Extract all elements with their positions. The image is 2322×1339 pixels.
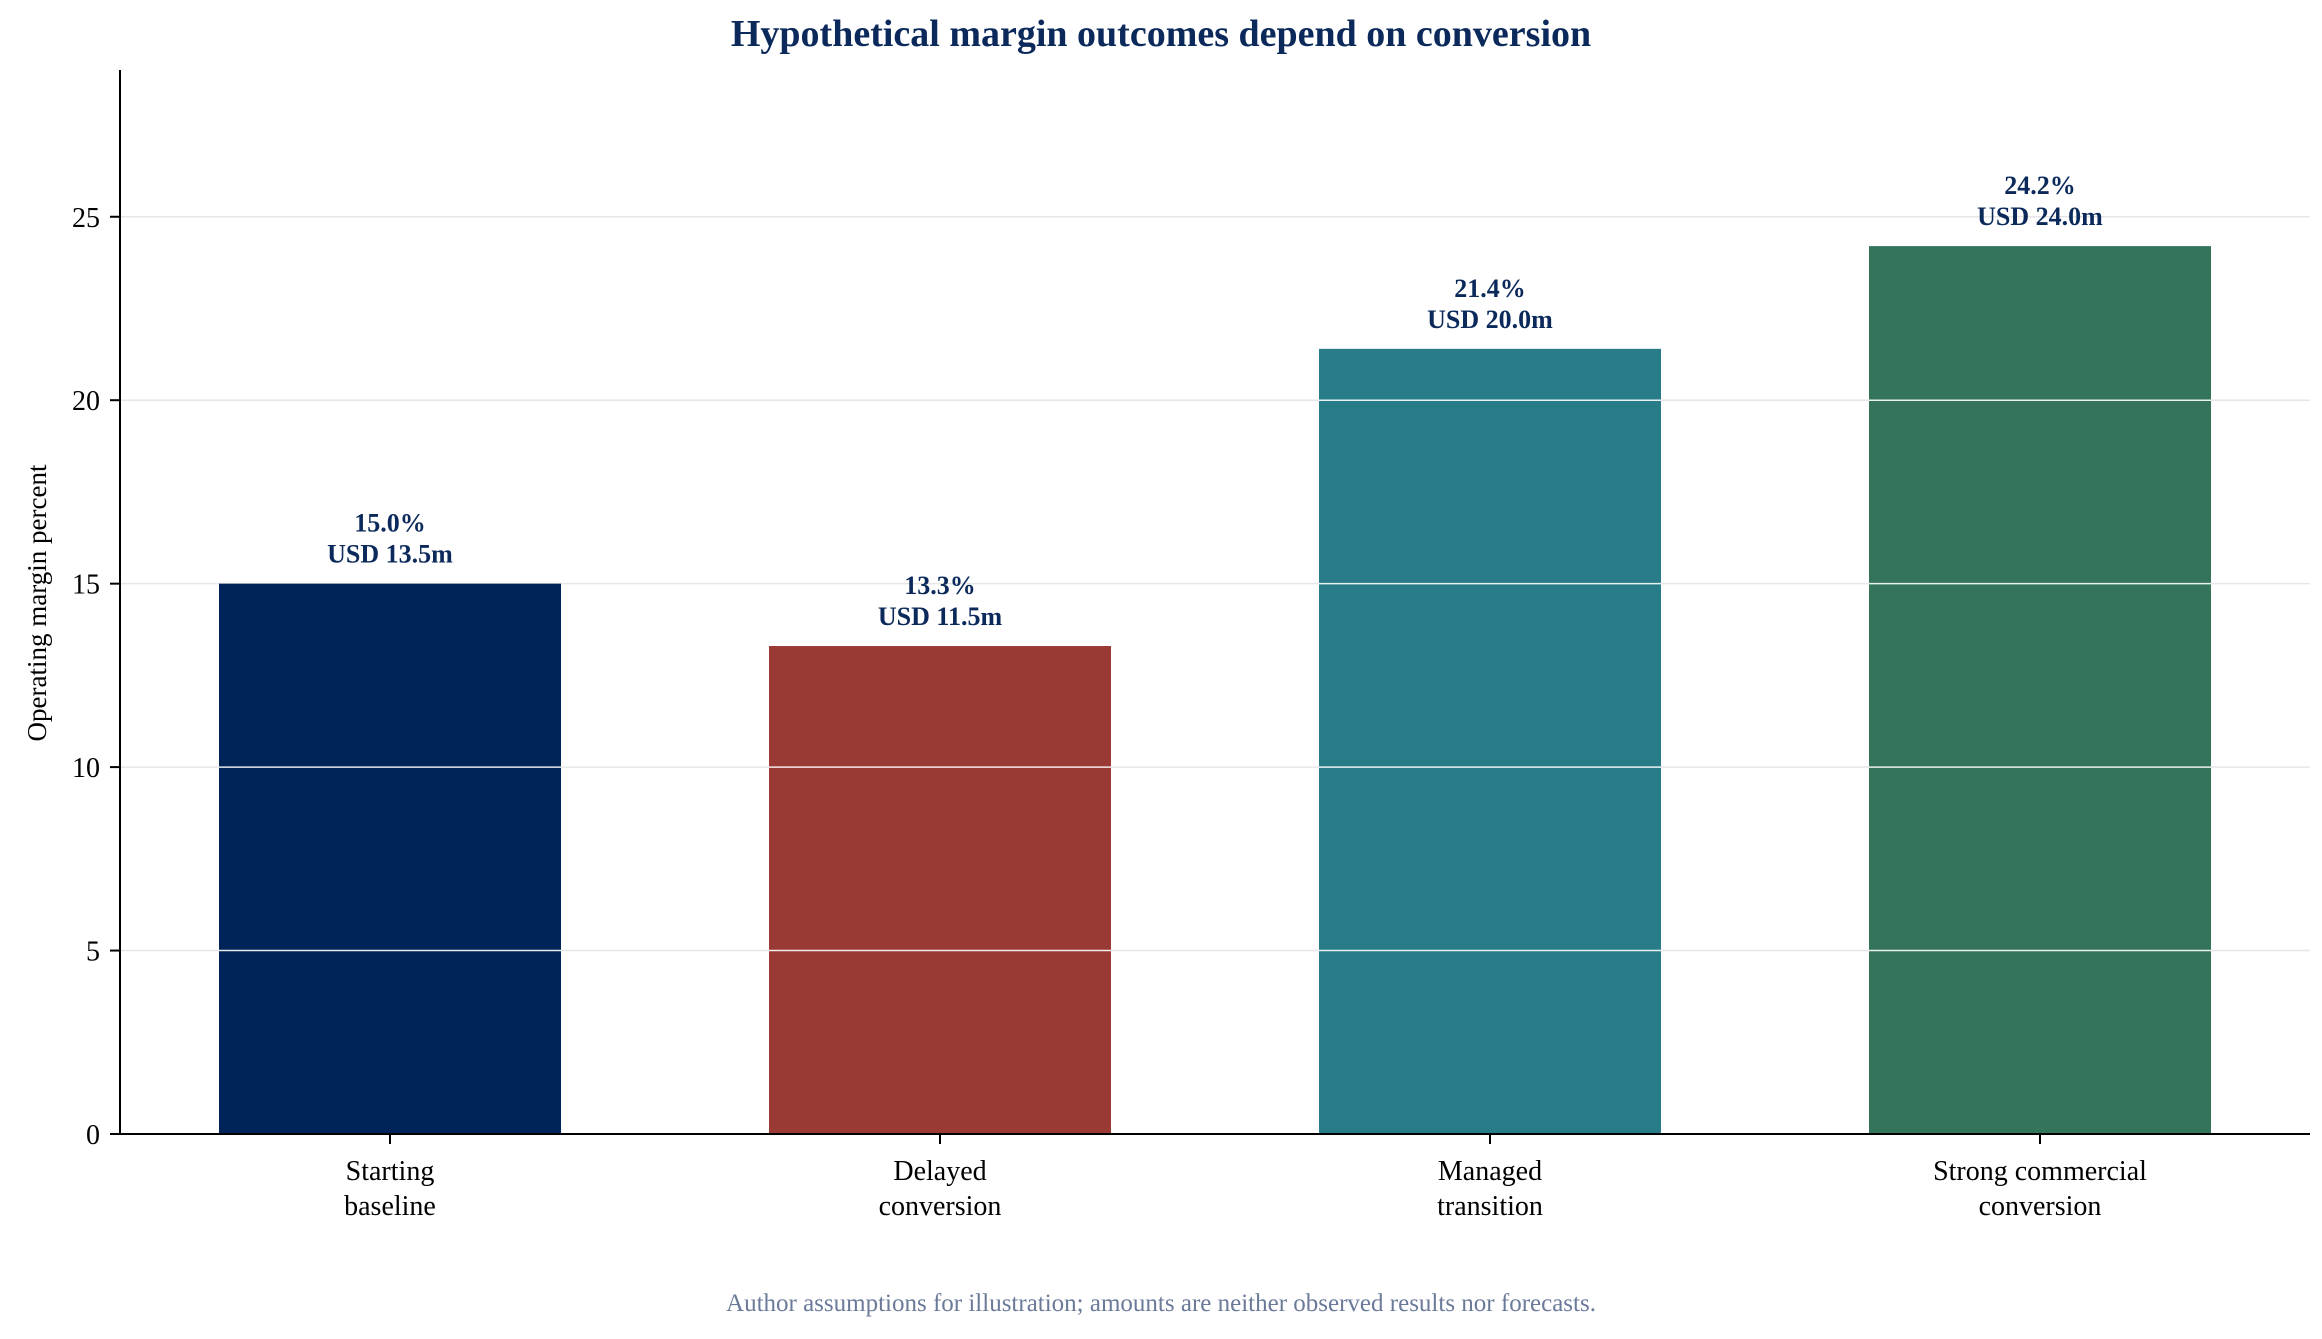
axes [110,70,2310,1144]
bars [219,246,2211,1134]
x-tick-label: transition [1437,1191,1543,1222]
bar [1319,348,1661,1134]
y-tick-label: 10 [72,753,100,784]
data-label-amount: USD 20.0m [1427,305,1553,334]
y-tick-label: 0 [86,1120,100,1151]
x-tick-label: Starting [346,1156,435,1187]
x-tick-label: conversion [1979,1191,2102,1222]
y-tick-label: 25 [72,203,100,234]
data-label-amount: USD 11.5m [878,602,1003,631]
y-tick-label: 5 [86,937,100,968]
data-label-amount: USD 13.5m [327,540,453,569]
x-tick-label: conversion [879,1191,1002,1222]
y-tick-label: 20 [72,386,100,417]
data-label-amount: USD 24.0m [1977,202,2103,231]
labels: 0 5 10 15 20 25 15.0%USD 13.5m Starting baseline… [72,171,2147,1222]
data-label-percent: 24.2% [2004,171,2076,200]
bar [769,646,1111,1134]
x-tick-label: Delayed [893,1156,986,1187]
y-tick-label: 15 [72,570,100,601]
data-label-percent: 13.3% [904,571,976,600]
x-tick-label: Managed [1438,1156,1542,1187]
x-tick-label: Strong commercial [1933,1156,2147,1187]
footnote: Author assumptions for illustration; amo… [726,1290,1596,1317]
data-label-percent: 15.0% [354,509,426,538]
bar [219,583,561,1134]
bar [1869,246,2211,1134]
chart-title: Hypothetical margin outcomes depend on c… [730,13,1592,55]
x-tick-label: baseline [344,1191,436,1222]
bar-gridlines [219,399,2211,952]
data-label-percent: 21.4% [1454,274,1526,303]
y-axis-title: Operating margin percent [22,464,52,741]
